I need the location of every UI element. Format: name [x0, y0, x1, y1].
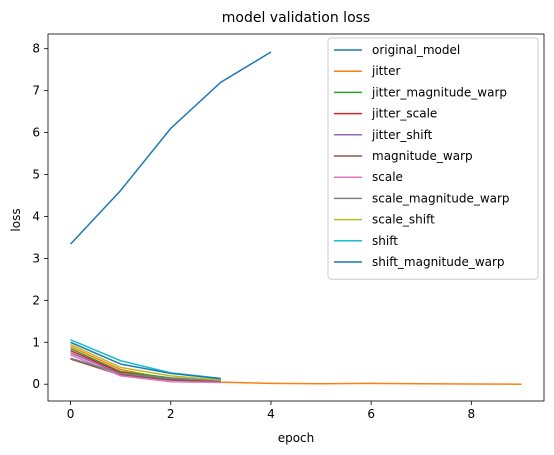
x-tick-label: 4 [267, 407, 275, 421]
y-tick-label: 6 [32, 126, 40, 140]
x-tick-label: 0 [67, 407, 75, 421]
x-axis-label: epoch [278, 431, 315, 445]
legend-entry-label: scale_magnitude_warp [372, 191, 510, 205]
y-tick-label: 8 [32, 42, 40, 56]
series-line-shift-magnitude-warp [70, 341, 221, 380]
axes-frame [47, 33, 545, 402]
legend-entry-label: shift_magnitude_warp [372, 255, 505, 269]
y-tick-label: 4 [32, 209, 40, 223]
y-axis: 0 1 2 3 4 5 6 7 8 [32, 42, 48, 391]
series-line-original-model [70, 51, 272, 245]
x-axis: 0 2 4 6 8 [67, 401, 475, 421]
y-tick-label: 2 [32, 293, 40, 307]
series-line-scale-magnitude-warp [70, 357, 221, 382]
x-tick-label: 8 [468, 407, 476, 421]
series-line-scale-shift [70, 343, 221, 381]
legend-entry-label: shift [372, 234, 398, 248]
legend-entry-label: magnitude_warp [372, 149, 473, 163]
legend-entry-label: jitter_scale [371, 107, 437, 121]
y-tick-label: 0 [32, 377, 40, 391]
legend-entry-label: original_model [372, 43, 460, 57]
x-tick-label: 2 [167, 407, 175, 421]
legend-entry-label: jitter_shift [371, 128, 433, 142]
legend-box [327, 37, 539, 280]
legend-entry-label: jitter_magnitude_warp [371, 85, 507, 99]
y-axis-label: loss [9, 208, 23, 231]
y-tick-label: 1 [32, 335, 40, 349]
series-line-magnitude-warp [70, 358, 221, 383]
chart-title: model validation loss [222, 10, 370, 26]
y-tick-label: 5 [32, 168, 40, 182]
legend-entry-label: scale [372, 170, 403, 184]
plot-area [70, 51, 522, 385]
y-tick-label: 3 [32, 251, 40, 265]
y-tick-label: 7 [32, 84, 40, 98]
legend-entry-label: scale_shift [372, 213, 435, 227]
x-tick-label: 6 [367, 407, 375, 421]
legend-entry-label: jitter [371, 64, 400, 78]
